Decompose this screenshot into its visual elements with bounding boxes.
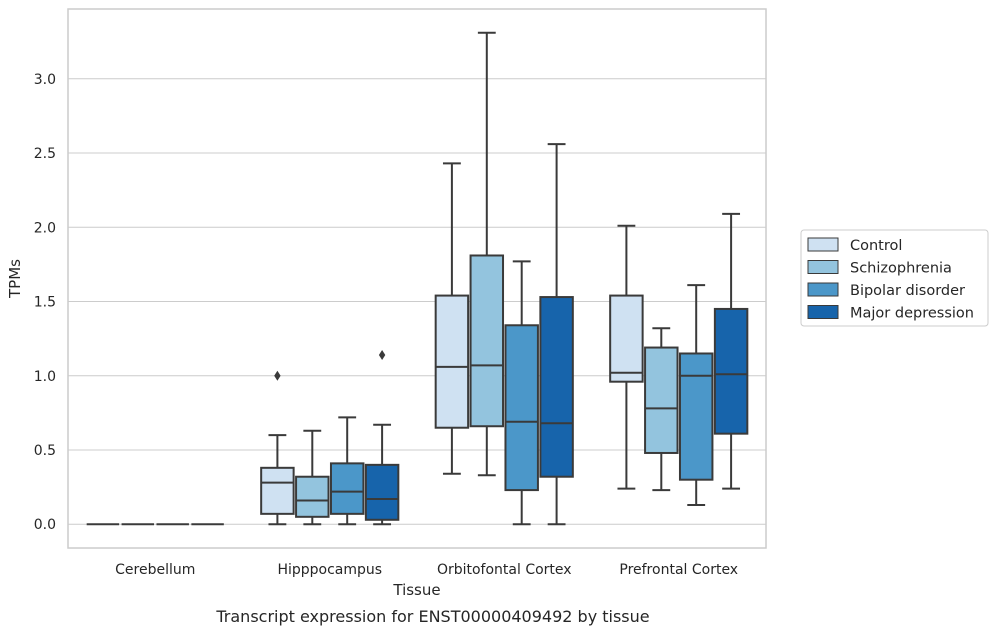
y-tick-label: 0.5 <box>34 443 56 459</box>
y-tick-labels: 0.0 0.5 1.0 1.5 2.0 2.5 3.0 <box>34 72 56 533</box>
outlier-point <box>274 370 281 381</box>
plot-area-frame <box>67 8 767 549</box>
legend-entry: Bipolar disorder <box>850 283 965 299</box>
box-iqr <box>609 294 644 383</box>
legend: Control Schizophrenia Bipolar disorder Majo… <box>800 229 989 327</box>
box-iqr <box>434 294 470 429</box>
y-axis-label: TPMs <box>6 259 24 299</box>
legend-entry: Major depression <box>850 306 974 322</box>
box-iqr <box>539 296 574 478</box>
box-schizophrenia-hipppocampus <box>295 429 330 526</box>
box-major-depression-hipppocampus <box>364 349 400 526</box>
y-tick-label: 2.0 <box>34 220 56 236</box>
box-control-orbitofontal-cortex <box>434 162 470 475</box>
x-tick-label: Prefrontal Cortex <box>619 562 738 578</box>
box-major-depression-prefrontal-cortex <box>713 212 749 490</box>
legend-frame <box>800 229 989 327</box>
box-bipolar-disorder-prefrontal-cortex <box>678 284 714 506</box>
box-iqr <box>295 475 330 518</box>
legend-swatch <box>807 282 839 297</box>
boxes <box>86 31 749 526</box>
outlier-point <box>378 349 386 360</box>
x-tick-label: Cerebellum <box>115 562 195 578</box>
box-schizophrenia-prefrontal-cortex <box>644 327 679 492</box>
gridlines <box>68 78 766 525</box>
box-bipolar-disorder-orbitofontal-cortex <box>504 260 539 526</box>
box-iqr <box>260 466 295 515</box>
legend-entry: Schizophrenia <box>850 261 952 277</box>
x-tick-labels: Cerebellum Hipppocampus Orbitofontal Corte… <box>115 562 738 578</box>
y-tick-label: 3.0 <box>34 72 56 88</box>
box-iqr <box>504 324 539 492</box>
y-tick-label: 0.0 <box>34 517 56 533</box>
box-control-prefrontal-cortex <box>609 224 644 490</box>
box-schizophrenia-orbitofontal-cortex <box>469 31 505 477</box>
legend-swatch <box>807 260 839 274</box>
y-tick-label: 1.0 <box>34 369 56 385</box>
box-bipolar-disorder-hipppocampus <box>329 416 365 526</box>
box-major-depression-orbitofontal-cortex <box>539 143 574 526</box>
chart-caption: Transcript expression for ENST0000040949… <box>215 607 649 626</box>
box-control-hipppocampus <box>260 370 295 526</box>
box-iqr <box>644 346 679 454</box>
box-iqr <box>329 462 365 515</box>
y-tick-label: 2.5 <box>34 146 56 162</box>
legend-swatch <box>807 237 839 252</box>
y-tick-label: 1.5 <box>34 295 56 311</box>
x-axis-label: Tissue <box>392 581 440 599</box>
box-iqr <box>678 352 714 481</box>
box-iqr <box>364 463 400 521</box>
legend-swatch <box>807 305 839 319</box>
x-tick-label: Hipppocampus <box>277 562 382 578</box>
x-tick-label: Orbitofontal Cortex <box>437 562 572 578</box>
box-iqr <box>713 307 749 435</box>
box-iqr <box>469 254 505 428</box>
legend-entry: Control <box>850 238 902 254</box>
